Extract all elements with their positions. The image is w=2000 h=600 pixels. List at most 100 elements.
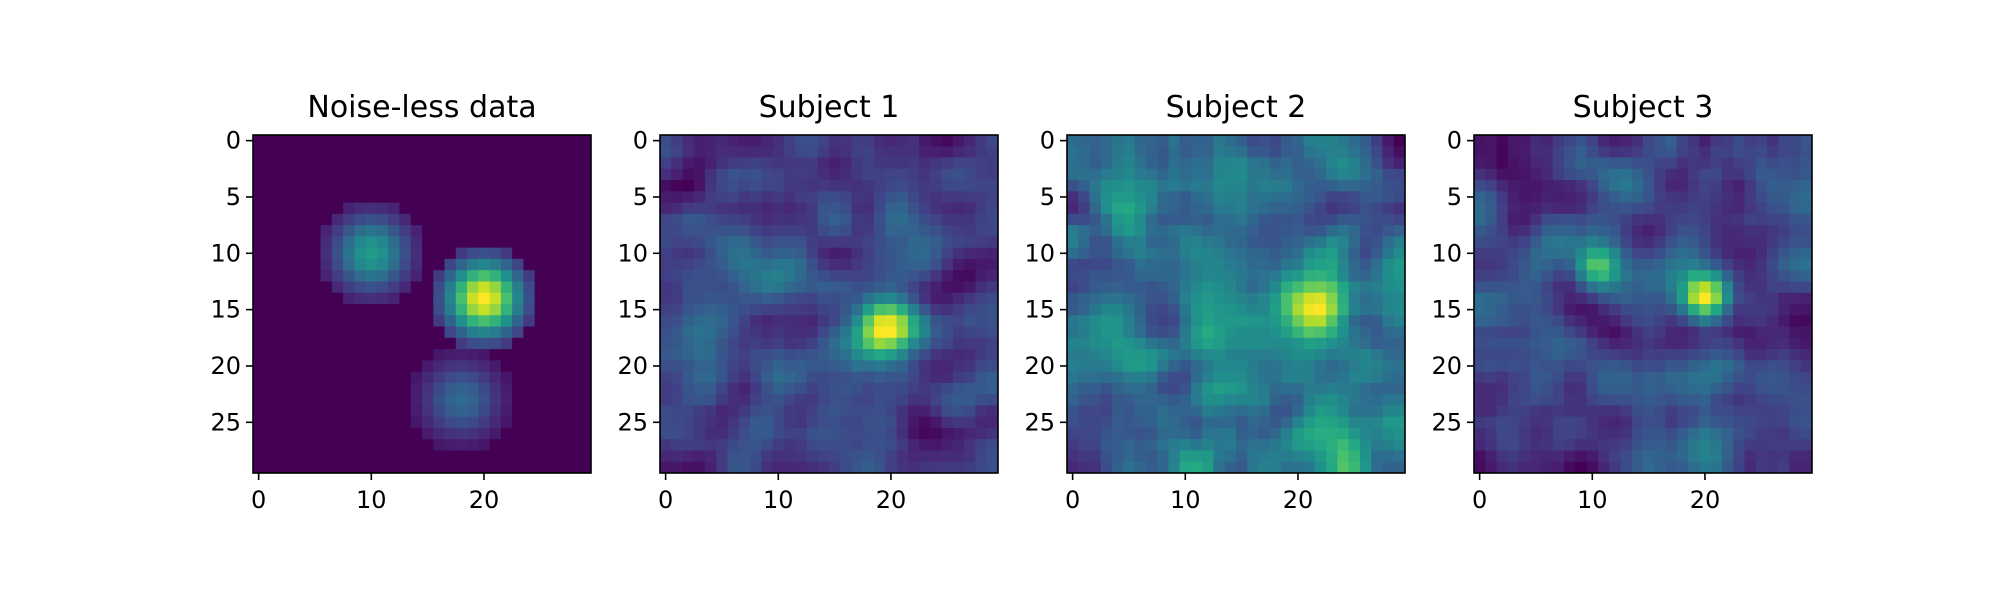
heatmap-cell [422, 360, 434, 372]
heatmap-cell [444, 135, 457, 147]
heatmap-cell [1213, 394, 1226, 406]
heatmap-cell [579, 349, 592, 361]
heatmap-cell [1575, 213, 1588, 226]
heatmap-cell [907, 382, 920, 395]
heatmap-cell [1179, 180, 1192, 192]
heatmap-cell [1609, 315, 1621, 327]
heatmap-cell [1654, 202, 1666, 215]
heatmap-cell [376, 304, 389, 316]
heatmap-cell [1699, 439, 1711, 451]
heatmap-cell [1337, 258, 1350, 271]
heatmap-cell [1168, 191, 1181, 203]
heatmap-cell [885, 191, 897, 203]
heatmap-cell [1078, 168, 1090, 181]
heatmap-cell [1314, 349, 1327, 361]
heatmap-cell [727, 281, 740, 294]
heatmap-cell [253, 202, 265, 215]
heatmap-cell [1202, 337, 1214, 350]
heatmap-cell [1326, 349, 1338, 361]
heatmap-cell [1699, 135, 1711, 147]
heatmap-cell [253, 135, 265, 147]
heatmap-cell [896, 168, 909, 181]
heatmap-cell [1586, 180, 1599, 192]
y-tick-label: 5 [226, 183, 241, 211]
heatmap-cell [433, 427, 445, 440]
heatmap-cells [253, 135, 592, 474]
heatmap-cell [795, 135, 807, 147]
heatmap-cell [1744, 270, 1757, 282]
heatmap-cell [1552, 213, 1565, 226]
heatmap-cell [545, 281, 558, 294]
heatmap-cell [941, 405, 954, 418]
heatmap-cell [534, 405, 547, 418]
heatmap-cell [693, 180, 706, 192]
heatmap-cell [264, 225, 276, 237]
heatmap-cell [975, 427, 988, 440]
heatmap-cell [727, 146, 740, 158]
heatmap-cell [1224, 180, 1237, 192]
heatmap-cell [1733, 382, 1745, 395]
heatmap-cell [1190, 258, 1203, 271]
heatmap-cell [1699, 168, 1711, 181]
heatmap-cell [354, 416, 367, 429]
heatmap-cell [1643, 315, 1655, 327]
heatmap-cell [1281, 281, 1293, 294]
heatmap-cell [1541, 258, 1554, 271]
heatmap-cell [705, 450, 717, 463]
heatmap-cell [410, 202, 423, 215]
heatmap-cell [1620, 258, 1633, 271]
heatmap-cell [253, 225, 265, 237]
heatmap-cell [1530, 135, 1542, 147]
heatmap-cell [1258, 315, 1271, 327]
heatmap-cell [1519, 258, 1531, 271]
heatmap-cell [1485, 258, 1497, 271]
heatmap-cell [986, 349, 999, 361]
heatmap-cell [444, 157, 457, 170]
heatmap-cell [1100, 157, 1113, 170]
heatmap-cell [975, 450, 988, 463]
heatmap-cell [1393, 135, 1406, 147]
heatmap-cell [896, 360, 909, 372]
heatmap-cell [1597, 236, 1610, 249]
heatmap-cell [975, 146, 988, 158]
heatmap-cell [716, 439, 728, 451]
heatmap-cell [557, 405, 569, 418]
heatmap-cell [1800, 450, 1813, 463]
heatmap-cell [952, 180, 965, 192]
heatmap-cell [1485, 439, 1497, 451]
heatmap-cell [410, 461, 423, 474]
heatmap-cell [1575, 416, 1588, 429]
heatmap-cell [455, 416, 468, 429]
heatmap-cell [1631, 225, 1644, 237]
heatmap-cell [500, 270, 513, 282]
heatmap-cell [1507, 157, 1520, 170]
heatmap-cell [772, 382, 785, 395]
heatmap-cell [1348, 427, 1361, 440]
heatmap-cell [320, 326, 333, 339]
heatmap-cell [1247, 225, 1259, 237]
heatmap-cell [286, 292, 299, 305]
heatmap-cell [1314, 180, 1327, 192]
heatmap-cell [1371, 427, 1383, 440]
heatmap-cell [964, 304, 976, 316]
heatmap-cell [862, 427, 875, 440]
heatmap-cell [1382, 270, 1395, 282]
heatmap-cell [1303, 439, 1316, 451]
heatmap-cell [1100, 292, 1113, 305]
heatmap-cell [1541, 360, 1554, 372]
heatmap-cell [433, 281, 445, 294]
heatmap-cell [557, 270, 569, 282]
heatmap-cell [761, 394, 774, 406]
heatmap-cell [568, 427, 581, 440]
heatmap-cell [1721, 337, 1734, 350]
heatmap-cell [388, 247, 400, 260]
heatmap-cell [772, 281, 785, 294]
heatmap-cell [286, 191, 299, 203]
heatmap-cell [952, 461, 965, 474]
heatmap-cell [1485, 315, 1497, 327]
heatmap-cell [1359, 461, 1372, 474]
heatmap-cell [975, 213, 988, 226]
heatmap-cell [1224, 427, 1237, 440]
heatmap-cell [1778, 439, 1790, 451]
